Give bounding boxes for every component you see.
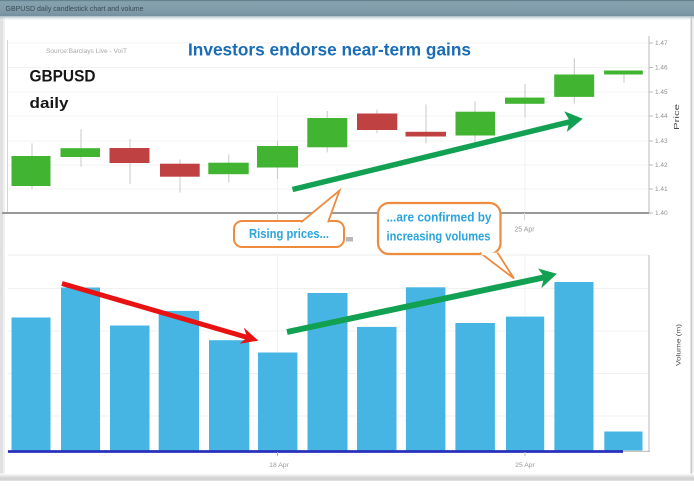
svg-text:Price: Price	[674, 104, 681, 130]
svg-text:GBPUSD: GBPUSD	[30, 67, 96, 86]
svg-text:daily: daily	[30, 95, 70, 112]
svg-text:25 Apr: 25 Apr	[514, 227, 535, 234]
svg-text:Rising prices...: Rising prices...	[249, 226, 329, 241]
svg-text:...are confirmed by: ...are confirmed by	[387, 210, 493, 225]
svg-text:1.43: 1.43	[655, 138, 668, 145]
svg-text:GBPUSD daily candlestick chart: GBPUSD daily candlestick chart and volum…	[6, 4, 144, 13]
svg-text:18 Apr: 18 Apr	[269, 462, 289, 469]
svg-text:Source:Barclays Live - VoIT: Source:Barclays Live - VoIT	[46, 48, 127, 55]
svg-text:25 Apr: 25 Apr	[515, 462, 535, 469]
svg-text:1.40: 1.40	[655, 210, 668, 217]
svg-text:1.46: 1.46	[655, 65, 668, 72]
svg-text:1.45: 1.45	[655, 89, 668, 96]
svg-text:Investors endorse near-term ga: Investors endorse near-term gains	[188, 40, 471, 60]
svg-text:1.44: 1.44	[655, 113, 668, 120]
svg-text:Volume (m): Volume (m)	[676, 324, 683, 366]
svg-text:1.42: 1.42	[655, 162, 668, 169]
svg-text:1.47: 1.47	[655, 40, 668, 47]
svg-text:increasing volumes: increasing volumes	[387, 229, 491, 244]
svg-text:1.41: 1.41	[655, 186, 668, 193]
